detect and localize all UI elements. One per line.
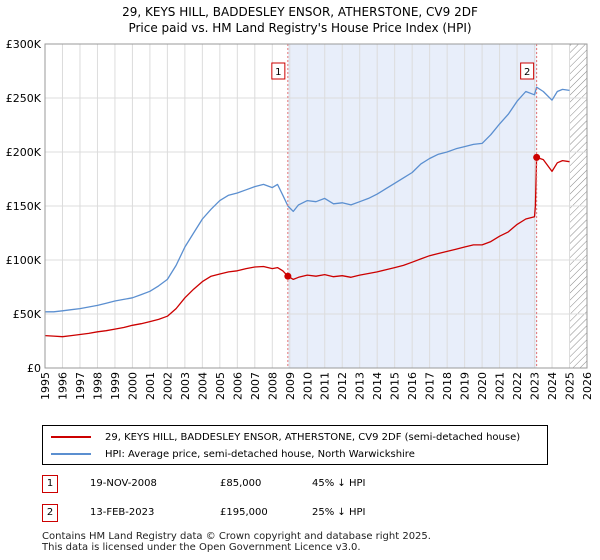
x-tick-label: 2000 (126, 372, 139, 400)
x-tick-label: 2013 (354, 372, 367, 400)
legend: 29, KEYS HILL, BADDESLEY ENSOR, ATHERSTO… (42, 425, 548, 465)
transaction-hpi-diff: 45% ↓ HPI (312, 478, 366, 489)
sale-badge-box (520, 62, 535, 80)
y-tick-label: £0 (27, 362, 41, 375)
x-tick-label: 2003 (179, 372, 192, 400)
x-tick-label: 2017 (424, 372, 437, 400)
x-tick-label: 2025 (564, 372, 577, 400)
x-tick-label: 1999 (109, 372, 122, 400)
sale-badge-label: 2 (524, 67, 530, 78)
x-tick-label: 2020 (476, 372, 489, 400)
x-tick-label: 1997 (74, 372, 87, 400)
x-tick-label: 1995 (39, 372, 52, 400)
footer-licence: This data is licensed under the Open Gov… (42, 542, 361, 553)
sale-badge-box (271, 62, 286, 80)
y-tick-label: £100K (6, 254, 42, 267)
x-tick-label: 2019 (459, 372, 472, 400)
x-tick-label: 1998 (91, 372, 104, 400)
x-tick-label: 2009 (284, 372, 297, 400)
footer: Contains HM Land Registry data © Crown c… (42, 531, 431, 553)
transaction-hpi-diff: 25% ↓ HPI (312, 507, 366, 518)
transaction-badge: 1 (42, 475, 58, 493)
y-tick-label: £50K (13, 308, 42, 321)
x-tick-label: 2018 (441, 372, 454, 400)
transaction-date: 13-FEB-2023 (90, 507, 155, 518)
x-tick-label: 2008 (266, 372, 279, 400)
x-tick-label: 2012 (336, 372, 349, 400)
footer-copyright: Contains HM Land Registry data © Crown c… (42, 531, 431, 542)
y-tick-label: £200K (6, 146, 42, 159)
hpi-line (45, 86, 570, 313)
x-tick-label: 2010 (301, 372, 314, 400)
legend-swatch-property (51, 436, 91, 438)
x-tick-label: 2022 (511, 372, 524, 400)
x-tick-label: 2016 (406, 372, 419, 400)
x-tick-label: 2021 (494, 372, 507, 400)
legend-swatch-hpi (51, 453, 91, 455)
x-tick-label: 2015 (389, 372, 402, 400)
x-tick-label: 2007 (249, 372, 262, 400)
x-tick-label: 1996 (56, 372, 69, 400)
transaction-price: £195,000 (220, 507, 268, 518)
x-tick-label: 2006 (231, 372, 244, 400)
x-tick-label: 2014 (371, 372, 384, 400)
x-tick-label: 2011 (319, 372, 332, 400)
chart-title: 29, KEYS HILL, BADDESLEY ENSOR, ATHERSTO… (122, 5, 478, 19)
plot-frame (44, 43, 588, 369)
y-tick-label: £300K (6, 38, 42, 51)
x-tick-label: 2004 (196, 372, 209, 400)
property-price-line (44, 156, 570, 338)
x-tick-label: 2023 (529, 372, 542, 400)
legend-label-property: 29, KEYS HILL, BADDESLEY ENSOR, ATHERSTO… (105, 431, 521, 443)
price-chart: 1 2 £0 £50K £100K £150K £200K £250K £300K 1995 19… (6, 38, 594, 400)
legend-item-hpi: HPI: Average price, semi-detached house,… (51, 446, 415, 462)
sale-badge-label: 1 (275, 67, 281, 78)
legend-label-hpi: HPI: Average price, semi-detached house,… (105, 448, 415, 460)
legend-item-property: 29, KEYS HILL, BADDESLEY ENSOR, ATHERSTO… (51, 429, 520, 445)
transaction-price: £85,000 (220, 478, 262, 489)
x-tick-label: 2024 (546, 372, 559, 400)
x-tick-label: 2002 (161, 372, 174, 400)
transaction-date: 19-NOV-2008 (90, 478, 157, 489)
x-tick-label: 2026 (581, 372, 594, 400)
y-tick-label: £250K (6, 92, 42, 105)
y-tick-label: £150K (6, 200, 42, 213)
sale-point (284, 272, 292, 280)
x-tick-label: 2005 (214, 372, 227, 400)
x-tick-label: 2001 (144, 372, 157, 400)
transaction-badge: 2 (42, 504, 58, 522)
chart-subtitle: Price paid vs. HM Land Registry's House … (128, 21, 472, 35)
sale-point (533, 153, 541, 161)
